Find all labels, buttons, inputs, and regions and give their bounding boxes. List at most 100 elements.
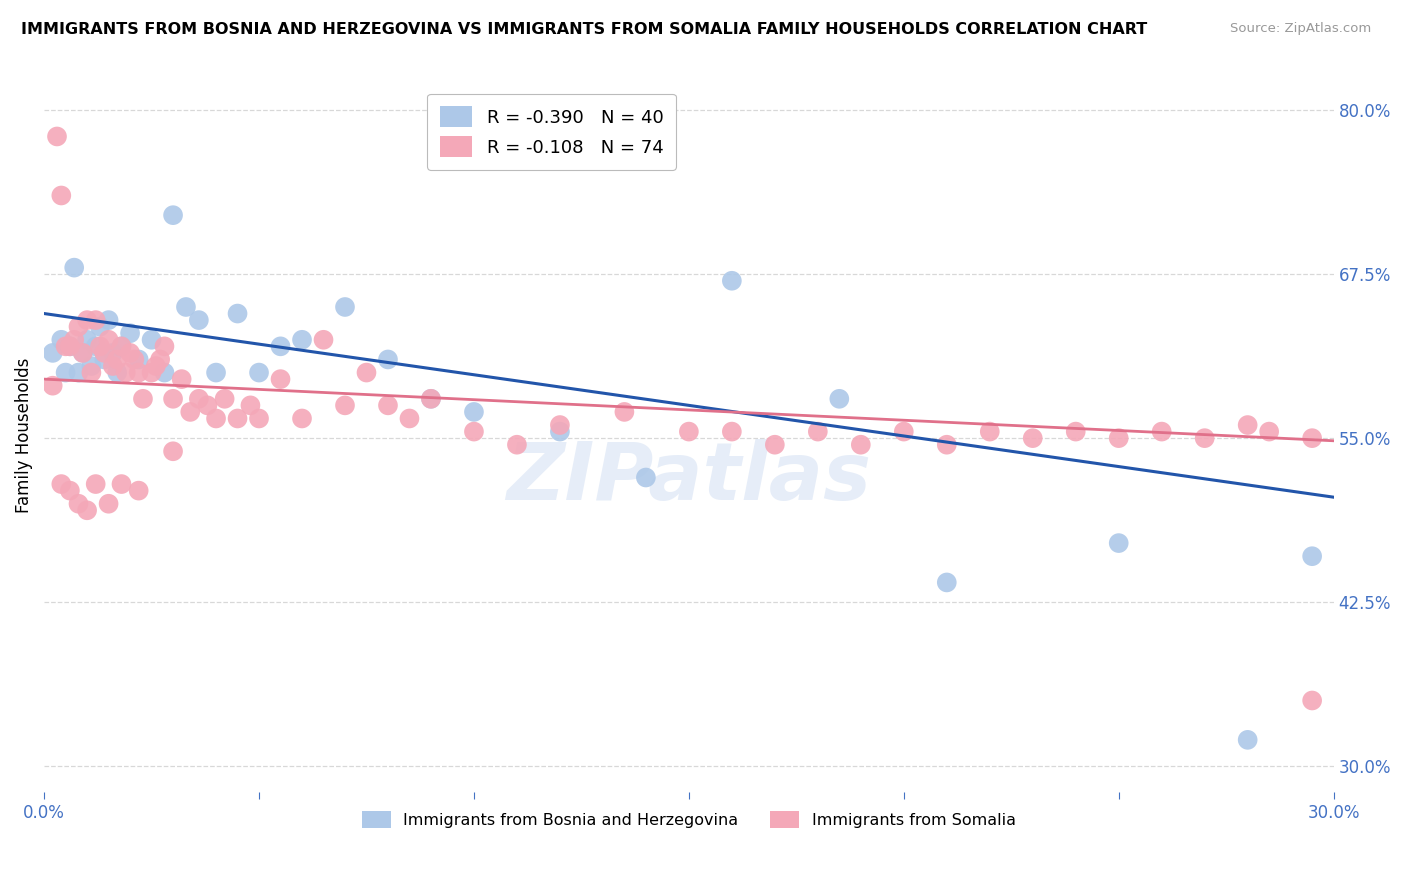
Point: [1301, 431, 1323, 445]
Point: [548, 425, 571, 439]
Point: [93, 346, 115, 360]
Point: [84, 313, 107, 327]
Point: [76, 333, 98, 347]
Point: [935, 438, 957, 452]
Point: [120, 326, 142, 341]
Point: [63, 260, 86, 275]
Point: [153, 339, 176, 353]
Point: [76, 313, 98, 327]
Point: [63, 333, 86, 347]
Point: [55, 366, 77, 380]
Point: [205, 366, 228, 380]
Point: [356, 366, 378, 380]
Point: [506, 438, 529, 452]
Point: [41, 346, 63, 360]
Point: [187, 392, 209, 406]
Point: [463, 405, 485, 419]
Point: [1301, 549, 1323, 564]
Point: [80, 366, 103, 380]
Point: [247, 411, 270, 425]
Point: [162, 392, 184, 406]
Point: [270, 372, 292, 386]
Point: [634, 470, 657, 484]
Point: [1236, 417, 1258, 432]
Point: [153, 366, 176, 380]
Point: [72, 346, 94, 360]
Point: [807, 425, 830, 439]
Point: [93, 352, 115, 367]
Point: [979, 425, 1001, 439]
Point: [141, 333, 163, 347]
Point: [162, 444, 184, 458]
Point: [1064, 425, 1087, 439]
Point: [114, 366, 136, 380]
Point: [174, 300, 197, 314]
Point: [97, 333, 120, 347]
Point: [1301, 693, 1323, 707]
Point: [149, 352, 172, 367]
Point: [1022, 431, 1045, 445]
Point: [67, 366, 90, 380]
Point: [101, 346, 124, 360]
Point: [291, 411, 314, 425]
Point: [377, 398, 399, 412]
Point: [59, 339, 82, 353]
Point: [97, 497, 120, 511]
Point: [101, 359, 124, 373]
Point: [84, 339, 107, 353]
Point: [110, 339, 132, 353]
Point: [41, 378, 63, 392]
Point: [128, 483, 150, 498]
Point: [67, 319, 90, 334]
Point: [145, 359, 167, 373]
Point: [197, 398, 219, 412]
Point: [128, 352, 150, 367]
Text: ZIPatlas: ZIPatlas: [506, 439, 872, 516]
Point: [1108, 536, 1130, 550]
Point: [1258, 425, 1281, 439]
Point: [72, 346, 94, 360]
Point: [398, 411, 420, 425]
Point: [170, 372, 193, 386]
Point: [377, 352, 399, 367]
Point: [105, 352, 128, 367]
Point: [51, 477, 73, 491]
Point: [120, 346, 142, 360]
Point: [548, 417, 571, 432]
Point: [132, 392, 155, 406]
Point: [214, 392, 236, 406]
Point: [312, 333, 335, 347]
Text: IMMIGRANTS FROM BOSNIA AND HERZEGOVINA VS IMMIGRANTS FROM SOMALIA FAMILY HOUSEHO: IMMIGRANTS FROM BOSNIA AND HERZEGOVINA V…: [21, 22, 1147, 37]
Point: [205, 411, 228, 425]
Point: [1108, 431, 1130, 445]
Point: [1150, 425, 1173, 439]
Point: [141, 366, 163, 380]
Text: Source: ZipAtlas.com: Source: ZipAtlas.com: [1230, 22, 1371, 36]
Point: [226, 307, 249, 321]
Point: [110, 477, 132, 491]
Point: [162, 208, 184, 222]
Legend: Immigrants from Bosnia and Herzegovina, Immigrants from Somalia: Immigrants from Bosnia and Herzegovina, …: [356, 805, 1022, 834]
Point: [55, 339, 77, 353]
Point: [76, 503, 98, 517]
Point: [80, 359, 103, 373]
Point: [128, 366, 150, 380]
Point: [247, 366, 270, 380]
Point: [89, 339, 111, 353]
Point: [333, 398, 356, 412]
Point: [291, 333, 314, 347]
Point: [935, 575, 957, 590]
Point: [110, 339, 132, 353]
Point: [721, 425, 744, 439]
Point: [828, 392, 851, 406]
Point: [678, 425, 700, 439]
Point: [763, 438, 786, 452]
Y-axis label: Family Households: Family Households: [15, 357, 32, 513]
Point: [124, 352, 146, 367]
Point: [1194, 431, 1216, 445]
Point: [420, 392, 443, 406]
Point: [67, 497, 90, 511]
Point: [893, 425, 915, 439]
Point: [84, 477, 107, 491]
Point: [420, 392, 443, 406]
